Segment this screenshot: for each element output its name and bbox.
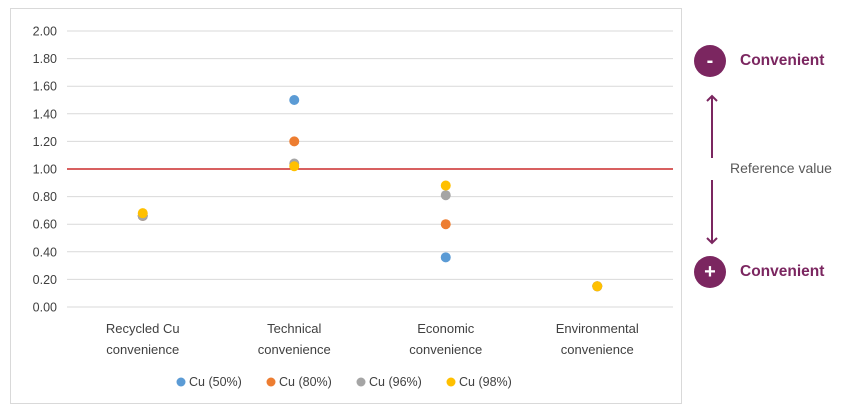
- legend-marker: [357, 378, 366, 387]
- y-tick-label: 2.00: [33, 25, 57, 39]
- data-point: [289, 161, 299, 171]
- data-point: [441, 190, 451, 200]
- legend-label: Cu (80%): [279, 375, 332, 389]
- plus-icon: +: [694, 256, 726, 288]
- legend-label: Cu (50%): [189, 375, 242, 389]
- legend-label: Cu (98%): [459, 375, 512, 389]
- data-point: [138, 208, 148, 218]
- chart-frame: 0.00 0.20 0.40 0.60 0.80 1.00 1.20 1.40 1.60 1.80…: [10, 8, 682, 404]
- plus-convenient-label: Convenient: [740, 263, 824, 281]
- y-tick-label: 1.40: [33, 107, 57, 121]
- scatter-plot: 0.00 0.20 0.40 0.60 0.80 1.00 1.20 1.40 1.60 1.80…: [11, 9, 683, 405]
- data-point: [441, 181, 451, 191]
- y-tick-label: 1.80: [33, 52, 57, 66]
- y-tick-label: 1.20: [33, 135, 57, 149]
- legend-label: Cu (96%): [369, 375, 422, 389]
- x-category-label: Economic convenience: [409, 321, 482, 357]
- y-tick-label: 0.00: [33, 301, 57, 315]
- y-tick-label: 0.60: [33, 218, 57, 232]
- y-tick-label: 1.60: [33, 80, 57, 94]
- y-tick-label: 0.80: [33, 190, 57, 204]
- data-point: [289, 136, 299, 146]
- data-point: [289, 95, 299, 105]
- y-tick-label: 0.20: [33, 273, 57, 287]
- x-category-label: Recycled Cu convenience: [106, 321, 180, 357]
- data-point: [441, 252, 451, 262]
- x-category-label: Environmental convenience: [556, 321, 639, 357]
- minus-icon: -: [694, 45, 726, 77]
- data-point: [592, 281, 602, 291]
- legend-marker: [177, 378, 186, 387]
- legend-marker: [447, 378, 456, 387]
- reference-value-label: Reference value: [730, 160, 832, 176]
- minus-convenient-label: Convenient: [740, 52, 824, 70]
- y-tick-label: 1.00: [33, 163, 57, 177]
- y-tick-label: 0.40: [33, 245, 57, 259]
- plus-convenient-row: + Convenient: [694, 256, 824, 288]
- minus-convenient-row: - Convenient: [694, 45, 824, 77]
- x-category-label: Technical convenience: [258, 321, 331, 357]
- legend-marker: [267, 378, 276, 387]
- convenience-legend-panel: - Convenient Reference value + Convenien…: [690, 0, 856, 407]
- data-point: [441, 219, 451, 229]
